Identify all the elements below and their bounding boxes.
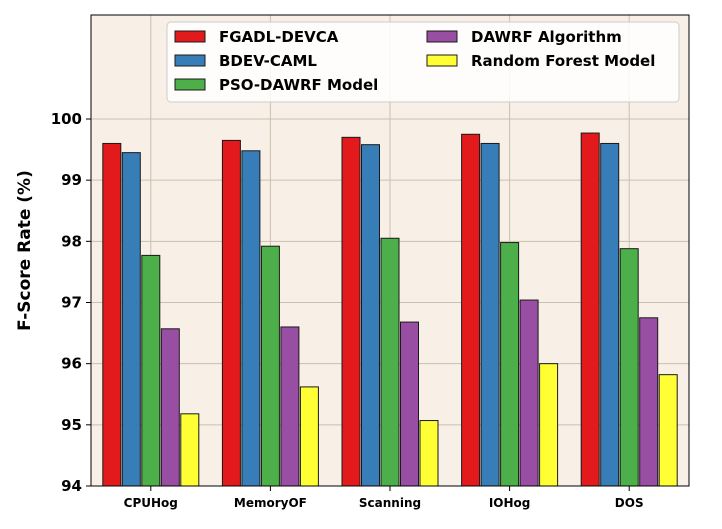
- bars: [102, 132, 678, 487]
- bar-pso-dawrf-model-iohog: [500, 242, 520, 487]
- bar-random-forest-model-dos: [658, 374, 678, 487]
- bar-fgadl-devca-scanning: [341, 136, 361, 487]
- legend: FGADL-DEVCA BDEV-CAML PSO-DAWRF Model DAWRF…: [166, 21, 680, 103]
- x-tick-label: Scanning: [359, 496, 421, 510]
- bar-dawrf-algorithm-scanning: [400, 321, 419, 487]
- bar-fgadl-devca-memoryof: [221, 139, 241, 487]
- y-tick-label: 94: [61, 477, 82, 495]
- bar-fgadl-devca-cpuhog: [102, 142, 122, 487]
- bar-bdev-caml-cpuhog: [121, 152, 141, 487]
- bar-pso-dawrf-model-scanning: [380, 237, 400, 487]
- legend-label-bdev-caml: BDEV-CAML: [219, 52, 317, 70]
- x-tick-label: CPUHog: [124, 496, 178, 510]
- bar-bdev-caml-memoryof: [241, 150, 261, 487]
- y-tick-label: 98: [61, 232, 82, 250]
- bar-dawrf-algorithm-dos: [639, 317, 659, 487]
- x-tick-label: IOHog: [489, 496, 531, 510]
- bar-dawrf-algorithm-memoryof: [280, 326, 300, 487]
- legend-swatch-pso-dawrf-model: [174, 78, 206, 91]
- x-tick-label: DOS: [615, 496, 644, 510]
- legend-swatch-fgadl-devca: [174, 30, 206, 43]
- bar-dawrf-algorithm-iohog: [519, 299, 539, 487]
- y-tick-label: 95: [61, 416, 82, 434]
- legend-swatch-bdev-caml: [174, 54, 206, 67]
- bar-fgadl-devca-dos: [580, 132, 600, 487]
- y-tick-label: 97: [61, 293, 82, 311]
- y-tick-label: 99: [61, 171, 82, 189]
- y-tick-label: 96: [61, 355, 82, 373]
- y-tick-label: 100: [51, 110, 82, 128]
- bar-fgadl-devca-iohog: [461, 133, 481, 487]
- legend-label-random-forest-model: Random Forest Model: [471, 52, 655, 70]
- legend-box: [166, 21, 680, 103]
- y-axis-ticks: 94 95 96 97 98 99 100: [51, 110, 91, 495]
- bar-bdev-caml-dos: [600, 142, 620, 487]
- legend-label-fgadl-devca: FGADL-DEVCA: [219, 28, 339, 46]
- bar-dawrf-algorithm-cpuhog: [160, 328, 180, 487]
- legend-label-dawrf-algorithm: DAWRF Algorithm: [471, 28, 622, 46]
- legend-label-pso-dawrf-model: PSO-DAWRF Model: [219, 76, 378, 94]
- bar-pso-dawrf-model-memoryof: [260, 245, 280, 487]
- bar-pso-dawrf-model-cpuhog: [141, 254, 161, 487]
- y-axis-label: F-Score Rate (%): [15, 170, 35, 331]
- bar-random-forest-model-memoryof: [299, 386, 319, 487]
- bar-random-forest-model-scanning: [419, 420, 439, 487]
- x-tick-label: MemoryOF: [234, 496, 307, 510]
- x-axis-ticks: CPUHog MemoryOF Scanning IOHog DOS: [124, 486, 644, 510]
- bar-bdev-caml-iohog: [480, 142, 500, 487]
- legend-swatch-dawrf-algorithm: [426, 30, 458, 43]
- legend-swatch-random-forest-model: [426, 54, 458, 67]
- bar-random-forest-model-cpuhog: [180, 413, 200, 487]
- bar-bdev-caml-scanning: [361, 144, 380, 487]
- bar-random-forest-model-iohog: [539, 363, 559, 487]
- bar-pso-dawrf-model-dos: [619, 248, 639, 487]
